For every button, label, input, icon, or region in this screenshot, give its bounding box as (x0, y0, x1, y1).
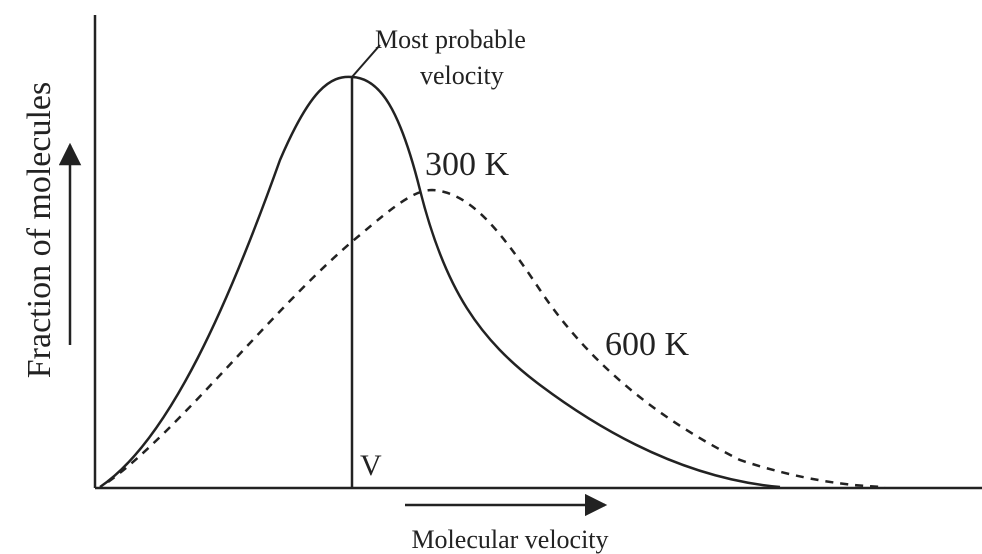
annotation: 300 K (425, 146, 510, 183)
y-axis-label: Fraction of molecules (21, 82, 58, 378)
annotation: Most probable (375, 25, 526, 54)
annotation: 600 K (605, 326, 690, 363)
pointer-line (351, 44, 381, 78)
annotation: velocity (420, 61, 504, 90)
x-axis-label: Molecular velocity (411, 525, 608, 554)
curve-600k (107, 188, 886, 489)
curve-300k (99, 75, 781, 489)
annotation: V (360, 449, 382, 482)
